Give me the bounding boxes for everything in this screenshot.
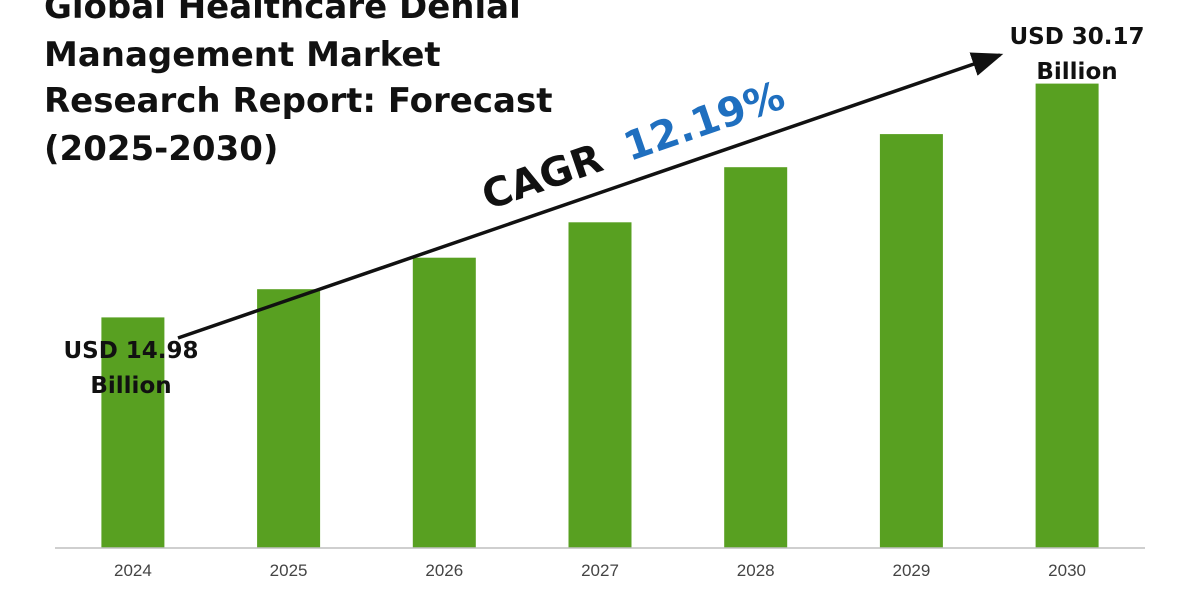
end-value-callout: USD 30.17 Billion — [1009, 24, 1144, 85]
bar-2029 — [879, 134, 943, 548]
x-tick-label-2029: 2029 — [892, 561, 930, 580]
bar-2028 — [724, 167, 788, 548]
bar-2024 — [101, 317, 165, 548]
growth-trend-arrow — [177, 52, 1004, 340]
x-tick-label-2026: 2026 — [425, 561, 463, 580]
bars-group — [101, 83, 1099, 549]
end-value-line1: USD 30.17 — [1009, 24, 1144, 50]
chart-title: Global Healthcare Denial Management Mark… — [44, 0, 552, 169]
x-tick-label-2030: 2030 — [1048, 561, 1086, 580]
start-value-line2: Billion — [90, 373, 171, 399]
title-line-4: (2025-2030) — [44, 129, 278, 169]
end-value-line2: Billion — [1036, 59, 1117, 85]
x-tick-label-2028: 2028 — [737, 561, 775, 580]
title-line-3: Research Report: Forecast — [44, 81, 552, 121]
title-line-1: Global Healthcare Denial — [44, 0, 521, 27]
title-line-2: Management Market — [44, 35, 441, 75]
bar-2026 — [412, 257, 476, 548]
cagr-prefix: CAGR — [476, 136, 608, 220]
bar-2025 — [257, 289, 321, 548]
bar-2027 — [568, 222, 632, 549]
x-tick-label-2025: 2025 — [270, 561, 308, 580]
start-value-callout: USD 14.98 Billion — [63, 338, 198, 399]
start-value-line1: USD 14.98 — [63, 338, 198, 364]
x-tick-label-2027: 2027 — [581, 561, 619, 580]
bar-2030 — [1035, 83, 1099, 548]
x-tick-label-2024: 2024 — [114, 561, 152, 580]
x-tick-labels: 2024 2025 2026 2027 2028 2029 2030 — [114, 561, 1086, 580]
